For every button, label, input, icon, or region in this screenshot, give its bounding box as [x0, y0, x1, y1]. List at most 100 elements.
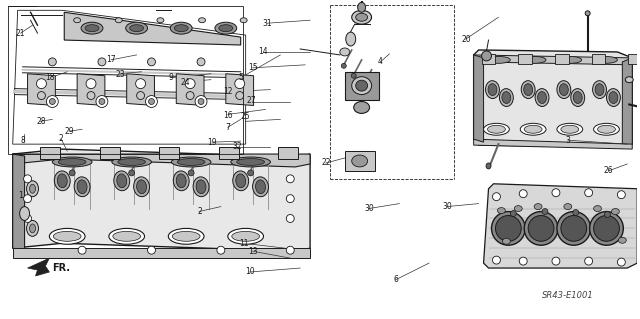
Circle shape — [618, 258, 625, 266]
Ellipse shape — [125, 22, 147, 34]
Polygon shape — [474, 139, 632, 149]
Circle shape — [585, 189, 593, 197]
Bar — [8, 6, 243, 154]
Ellipse shape — [557, 123, 582, 135]
Ellipse shape — [611, 209, 620, 214]
Circle shape — [286, 246, 294, 254]
Ellipse shape — [174, 25, 188, 32]
Circle shape — [24, 195, 31, 203]
Circle shape — [195, 96, 207, 108]
Circle shape — [510, 211, 516, 217]
Circle shape — [493, 256, 500, 264]
Ellipse shape — [196, 180, 206, 194]
Ellipse shape — [521, 81, 535, 99]
Text: 2: 2 — [197, 207, 202, 216]
Text: 31: 31 — [262, 19, 272, 28]
Ellipse shape — [486, 81, 499, 99]
Ellipse shape — [193, 177, 209, 197]
Ellipse shape — [27, 181, 38, 197]
Ellipse shape — [571, 89, 585, 107]
Text: 18: 18 — [45, 73, 55, 82]
Polygon shape — [474, 50, 632, 147]
Ellipse shape — [618, 237, 627, 243]
Ellipse shape — [346, 32, 356, 46]
Text: 21: 21 — [16, 28, 26, 38]
Circle shape — [593, 216, 620, 241]
Circle shape — [248, 170, 253, 176]
Circle shape — [286, 195, 294, 203]
Text: 9: 9 — [168, 73, 173, 82]
Ellipse shape — [215, 22, 237, 34]
Circle shape — [605, 211, 611, 218]
Ellipse shape — [118, 159, 145, 166]
Polygon shape — [28, 258, 49, 276]
Circle shape — [235, 79, 244, 89]
Ellipse shape — [486, 163, 491, 169]
Ellipse shape — [499, 89, 513, 107]
Text: 25: 25 — [241, 112, 250, 121]
Ellipse shape — [524, 125, 542, 133]
Ellipse shape — [115, 18, 122, 23]
Ellipse shape — [488, 84, 497, 96]
Text: 4: 4 — [378, 57, 383, 66]
Polygon shape — [176, 74, 204, 106]
Ellipse shape — [522, 56, 546, 63]
Circle shape — [38, 92, 45, 100]
Ellipse shape — [358, 2, 365, 12]
Circle shape — [585, 257, 593, 265]
Ellipse shape — [53, 231, 81, 241]
Polygon shape — [474, 55, 632, 65]
Polygon shape — [474, 55, 484, 142]
Text: 26: 26 — [604, 166, 614, 175]
Polygon shape — [127, 74, 154, 106]
Polygon shape — [13, 154, 24, 250]
Ellipse shape — [116, 174, 127, 188]
Text: 3: 3 — [565, 136, 570, 145]
Ellipse shape — [240, 18, 247, 23]
Circle shape — [519, 257, 527, 265]
Ellipse shape — [502, 92, 511, 103]
Circle shape — [341, 63, 346, 68]
Text: FR.: FR. — [52, 263, 70, 273]
Ellipse shape — [520, 123, 546, 135]
Text: 8: 8 — [20, 136, 26, 145]
Text: 30: 30 — [442, 203, 452, 211]
Circle shape — [618, 191, 625, 199]
Circle shape — [542, 209, 548, 214]
Polygon shape — [28, 74, 55, 106]
Bar — [345, 72, 380, 100]
Text: 1: 1 — [18, 191, 23, 200]
Bar — [345, 151, 374, 171]
Text: SR43-E1001: SR43-E1001 — [542, 291, 594, 300]
Circle shape — [136, 79, 145, 89]
Ellipse shape — [534, 204, 542, 210]
Ellipse shape — [356, 80, 367, 91]
Ellipse shape — [29, 184, 35, 193]
Ellipse shape — [49, 228, 85, 244]
Ellipse shape — [172, 157, 211, 167]
Ellipse shape — [231, 157, 271, 167]
Circle shape — [47, 96, 58, 108]
Ellipse shape — [130, 25, 143, 32]
Polygon shape — [64, 12, 241, 45]
Ellipse shape — [595, 84, 604, 96]
Circle shape — [129, 170, 134, 176]
Ellipse shape — [236, 174, 246, 188]
Text: 19: 19 — [207, 137, 217, 147]
Circle shape — [481, 51, 492, 61]
Ellipse shape — [157, 18, 164, 23]
Ellipse shape — [515, 205, 522, 211]
Polygon shape — [13, 149, 310, 251]
Ellipse shape — [593, 205, 602, 211]
Ellipse shape — [219, 25, 233, 32]
Circle shape — [217, 246, 225, 254]
Polygon shape — [622, 58, 632, 147]
Ellipse shape — [58, 174, 67, 188]
Circle shape — [524, 211, 558, 245]
Ellipse shape — [85, 25, 99, 32]
Text: 32: 32 — [233, 142, 243, 151]
Circle shape — [49, 58, 56, 66]
Circle shape — [552, 189, 560, 197]
Ellipse shape — [114, 171, 130, 191]
Ellipse shape — [561, 125, 579, 133]
